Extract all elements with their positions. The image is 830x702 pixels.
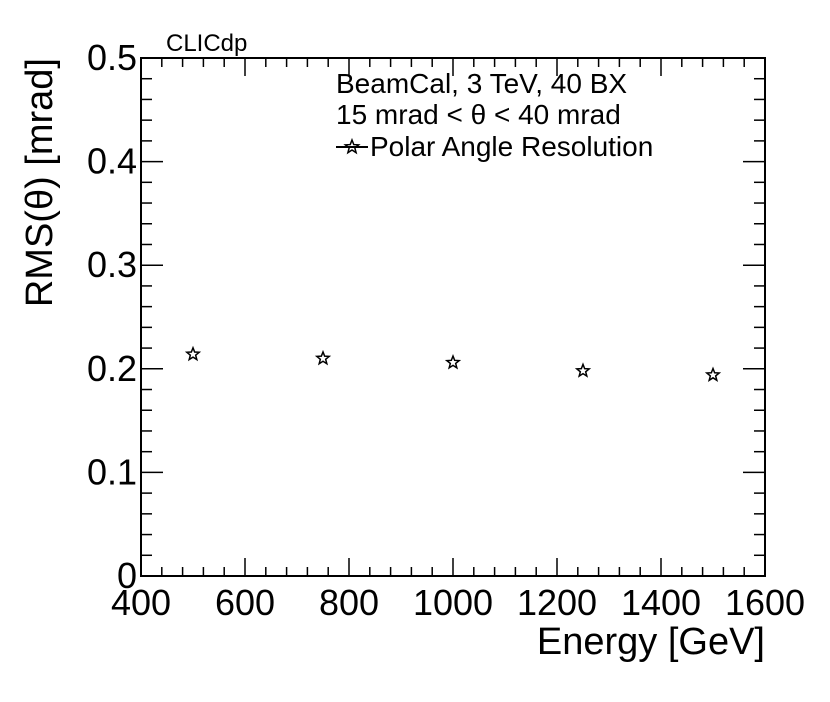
plot-frame [140, 57, 766, 577]
y-tick-label: 0.1 [87, 451, 137, 492]
data-points [184, 345, 722, 382]
y-tick-label: 0.5 [87, 37, 137, 78]
data-point [184, 345, 202, 362]
x-tick-label: 1600 [725, 582, 805, 623]
annotation-beam: BeamCal, 3 TeV, 40 BX [336, 68, 627, 99]
y-tick-label: 0.3 [87, 244, 137, 285]
x-tick-label: 400 [111, 582, 171, 623]
x-tick-label: 1400 [621, 582, 701, 623]
legend-label: Polar Angle Resolution [370, 131, 653, 162]
x-tick-label: 800 [319, 582, 379, 623]
x-tick-label: 600 [215, 582, 275, 623]
data-point [704, 366, 722, 382]
x-tick-label: 1000 [413, 582, 493, 623]
y-axis-tick-labels: 0 0.1 0.2 0.3 0.4 0.5 [87, 37, 137, 596]
y-axis-label: RMS(θ) [mrad] [19, 58, 61, 307]
x-axis-label: Energy [GeV] [537, 621, 765, 663]
data-point [574, 362, 592, 378]
legend: Polar Angle Resolution [336, 131, 653, 162]
y-tick-label: 0.4 [87, 141, 137, 182]
y-tick-label: 0.2 [87, 348, 137, 389]
x-tick-label: 1200 [517, 582, 597, 623]
x-axis-ticks [140, 58, 766, 576]
data-point [444, 354, 462, 370]
legend-star-marker [343, 137, 361, 155]
experiment-label: CLICdp [166, 30, 247, 57]
annotation-theta-range: 15 mrad < θ < 40 mrad [336, 99, 621, 130]
x-axis-tick-labels: 400 600 800 1000 1200 1400 1600 [111, 582, 805, 623]
y-tick-label: 0 [117, 555, 137, 596]
data-point [314, 349, 332, 366]
